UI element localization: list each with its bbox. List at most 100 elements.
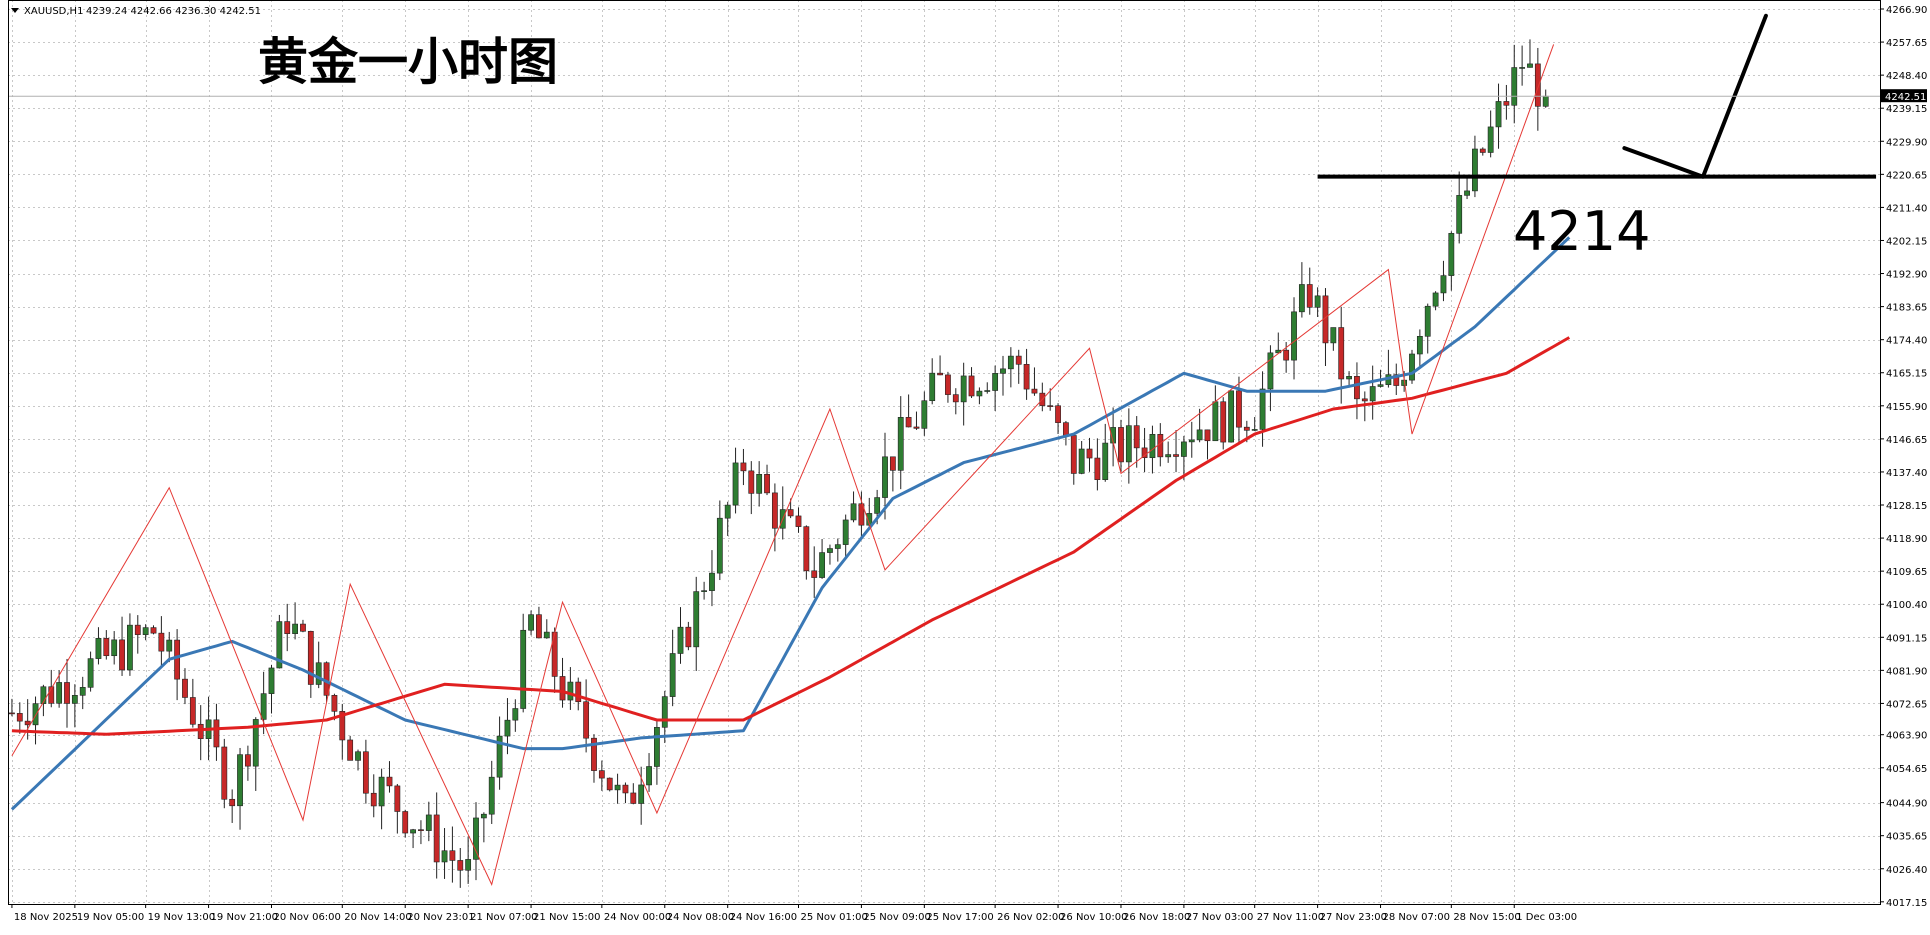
candle-body: [1047, 405, 1054, 407]
candle-body: [1291, 311, 1297, 361]
candle-body: [803, 526, 810, 572]
y-tick-label: 4220.65: [1886, 170, 1927, 181]
candle-body: [402, 811, 409, 834]
x-tick-label: 18 Nov 2025: [14, 912, 78, 923]
candle-body: [1173, 454, 1179, 457]
candle: [95, 627, 102, 665]
candle-body: [622, 784, 629, 794]
candle-body: [1236, 390, 1242, 428]
candle-body: [1330, 327, 1337, 344]
x-tick-label: 1 Dec 03:00: [1516, 912, 1577, 923]
candle: [221, 738, 228, 809]
candle-body: [724, 504, 731, 519]
candle: [260, 671, 267, 735]
candle: [614, 773, 621, 804]
candle: [1188, 421, 1195, 458]
y-tick-label: 4044.90: [1886, 799, 1927, 810]
candle-body: [1448, 233, 1455, 276]
candle: [1220, 397, 1227, 450]
candle-body: [937, 372, 943, 376]
candle: [740, 448, 747, 486]
candle: [622, 782, 629, 804]
candle: [921, 391, 928, 436]
last-price-box: [1881, 89, 1927, 103]
candle: [1472, 135, 1478, 198]
candle: [347, 735, 354, 761]
candle-body: [709, 572, 715, 591]
candle-body: [661, 696, 668, 728]
candle: [1432, 291, 1439, 311]
last-price-label: 4242.51: [1885, 92, 1926, 103]
candle-body: [1456, 195, 1463, 234]
candle-body: [362, 751, 369, 794]
candle-body: [606, 777, 613, 791]
y-tick-label: 4229.90: [1886, 137, 1927, 148]
candle-body: [1055, 405, 1061, 423]
candle-body: [858, 503, 865, 526]
candle: [709, 550, 715, 607]
candle-body: [237, 754, 243, 807]
candle: [771, 483, 778, 552]
candle-body: [457, 860, 464, 871]
candle-body: [1283, 349, 1290, 361]
candle-body: [1125, 425, 1132, 463]
candle: [606, 777, 613, 792]
candle-body: [315, 662, 322, 685]
candle-body: [260, 693, 267, 720]
zigzag-indicator: [11, 44, 1555, 886]
candle-body: [32, 703, 39, 726]
candle: [465, 836, 472, 884]
symbol-dropdown-icon[interactable]: [11, 8, 19, 13]
candle-body: [1267, 352, 1274, 390]
candle: [638, 766, 645, 825]
candle: [425, 801, 432, 842]
candle-body: [1094, 457, 1101, 480]
candle-body: [945, 374, 951, 395]
candle: [693, 576, 700, 671]
candle-body: [1063, 422, 1069, 436]
candle-body: [559, 676, 566, 701]
candle-body: [103, 638, 110, 657]
candle: [433, 792, 440, 879]
candle-body: [929, 372, 936, 402]
y-tick-label: 4155.90: [1886, 402, 1927, 413]
x-tick-label: 21 Nov 07:00: [470, 912, 537, 923]
candle: [1495, 83, 1502, 149]
candle-body: [166, 639, 173, 652]
candle: [1251, 417, 1258, 432]
candle: [1125, 408, 1132, 484]
y-tick-label: 4109.65: [1886, 567, 1927, 578]
candle: [64, 658, 70, 728]
candle-body: [189, 697, 196, 725]
candle: [418, 820, 424, 845]
x-tick-label: 19 Nov 05:00: [77, 912, 144, 923]
candle-body: [1464, 190, 1470, 196]
candle-body: [1165, 454, 1172, 458]
candle-body: [1487, 126, 1494, 153]
candle: [488, 760, 495, 824]
candle: [905, 394, 912, 428]
candle-body: [48, 686, 55, 704]
candle-body: [1409, 353, 1415, 381]
candle-body: [1196, 429, 1203, 441]
candle: [1448, 231, 1455, 291]
candle: [795, 507, 802, 533]
candle: [79, 676, 86, 710]
axes: [8, 0, 1930, 930]
candle-body: [449, 850, 456, 861]
candle: [127, 613, 133, 676]
candle-body: [1157, 433, 1164, 458]
candle-body: [960, 375, 967, 403]
candle-body: [410, 829, 416, 834]
candle: [646, 753, 652, 792]
candle: [1141, 427, 1148, 473]
candle-body: [142, 627, 149, 635]
candle-body: [244, 754, 251, 767]
y-tick-label: 4239.15: [1886, 104, 1927, 115]
candle-body: [1023, 364, 1030, 390]
candle-body: [819, 552, 825, 578]
candle-body: [897, 417, 904, 471]
candle-body: [1259, 388, 1266, 430]
